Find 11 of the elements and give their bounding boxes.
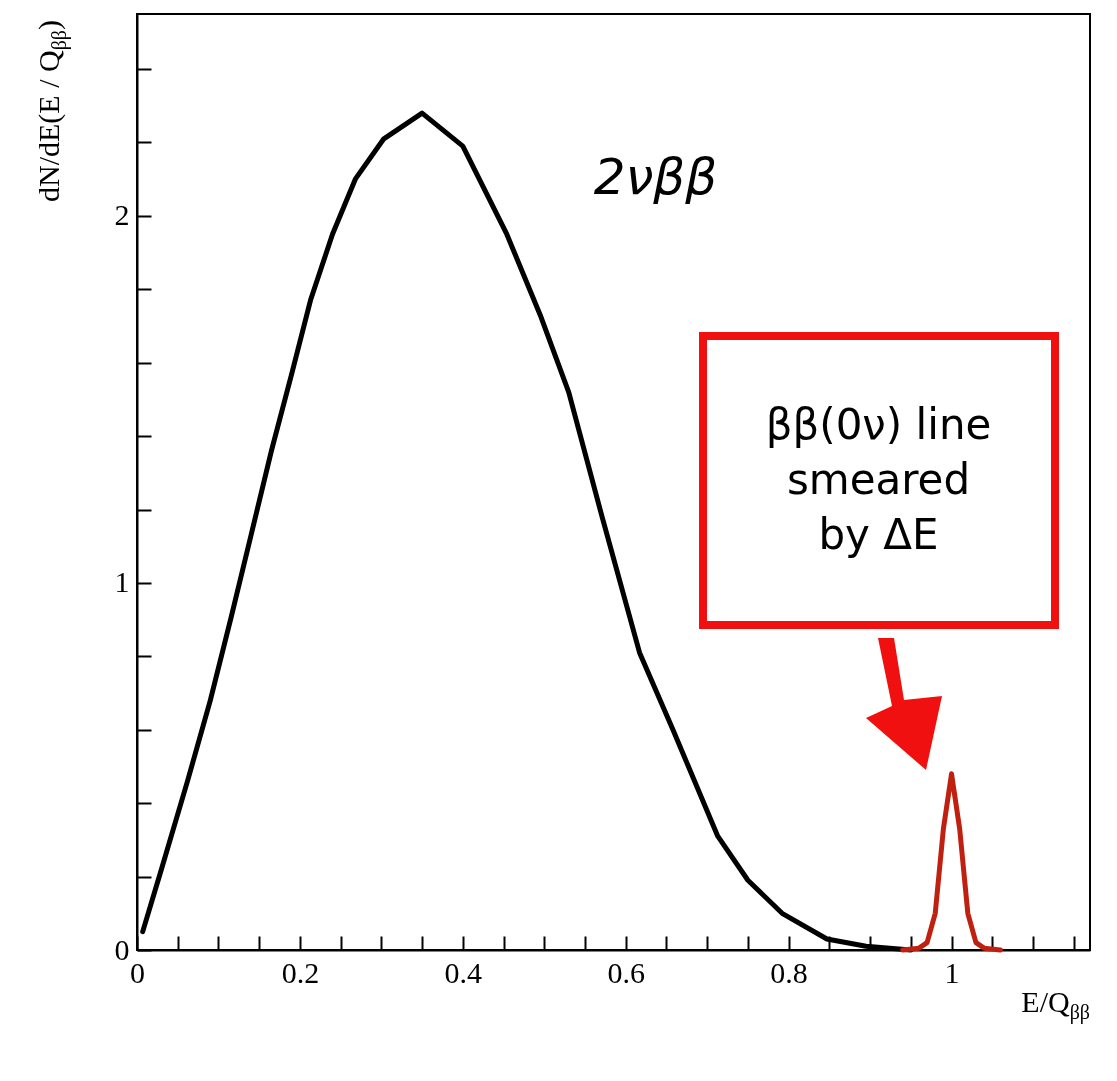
y-tick-label: 1 bbox=[114, 565, 130, 599]
x-tick-label: 0.6 bbox=[607, 955, 645, 989]
y-tick-label: 2 bbox=[114, 198, 130, 232]
frame: ββ(0ν) line smeared by ΔE bbox=[698, 331, 1059, 629]
x-tick-label: 0.8 bbox=[770, 955, 808, 989]
x-tick-label: 0.2 bbox=[281, 955, 320, 989]
x-tick-label: 0.4 bbox=[444, 955, 483, 989]
y-tick-label: 0 bbox=[114, 932, 130, 966]
series-label: 2νββ bbox=[593, 147, 718, 206]
x-tick-label: 1 bbox=[944, 955, 960, 989]
x-axis-title: E/Q$_{ββ}$ bbox=[1021, 985, 1090, 1024]
